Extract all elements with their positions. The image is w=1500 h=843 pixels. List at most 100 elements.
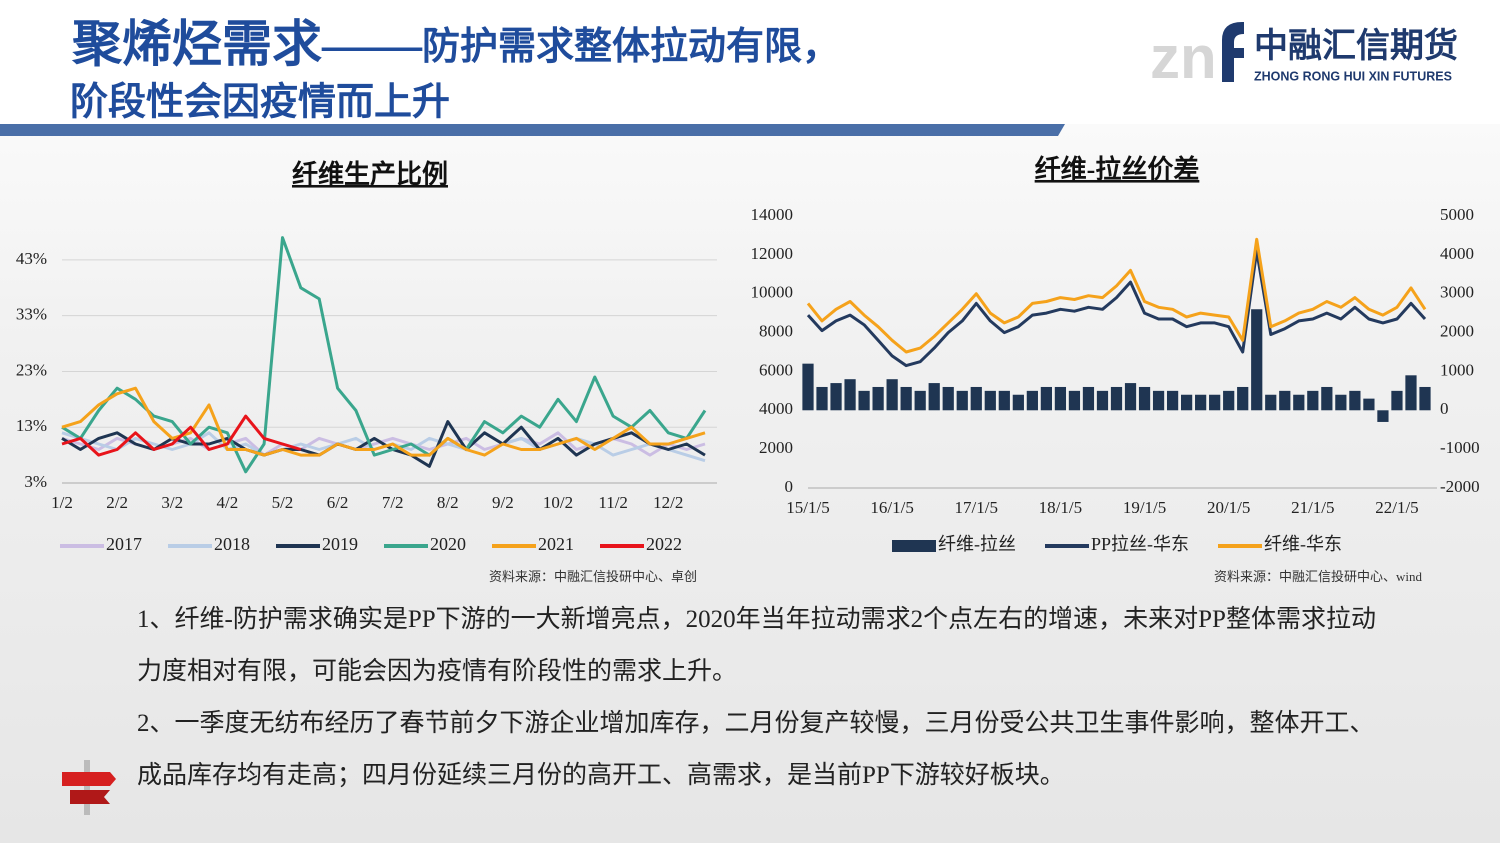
title-main: 聚烯烃需求——防护需求整体拉动有限， xyxy=(71,16,840,72)
x-tick-label: 10/2 xyxy=(543,493,573,512)
bar xyxy=(1293,394,1305,411)
logo-mark-grey: zn xyxy=(1150,24,1217,91)
bar xyxy=(1279,390,1291,411)
legend-label: 2020 xyxy=(430,534,466,554)
bar xyxy=(928,383,940,411)
bar xyxy=(900,386,912,411)
source-note: 资料来源：中融汇信投研中心、wind xyxy=(1214,569,1423,584)
bar xyxy=(1251,309,1263,411)
bar xyxy=(802,363,814,411)
header-stripe xyxy=(0,124,1065,136)
legend-swatch xyxy=(892,540,936,552)
bar xyxy=(872,386,884,411)
signpost-icon xyxy=(62,760,116,815)
y-tick-label: 13% xyxy=(16,416,47,435)
bar xyxy=(1096,390,1109,411)
x-tick-label: 2/2 xyxy=(106,493,128,512)
y-tick-label: 10000 xyxy=(751,283,794,302)
x-tick-label: 20/1/5 xyxy=(1207,498,1250,517)
bar xyxy=(1237,386,1249,411)
y-tick-label: 43% xyxy=(16,249,47,268)
series-line xyxy=(806,237,1427,354)
y2-tick-label: 5000 xyxy=(1440,205,1474,224)
bar xyxy=(1110,386,1123,411)
bar xyxy=(1124,383,1137,411)
bar xyxy=(1335,394,1347,411)
legend-label: 2017 xyxy=(106,534,142,554)
bar xyxy=(1349,390,1361,411)
bar xyxy=(1082,386,1095,411)
bar xyxy=(1321,386,1333,411)
paragraph: 1、纤维-防护需求确实是PP下游的一大新增亮点，2020年当年拉动需求2个点左右… xyxy=(137,606,1376,685)
y-tick-label: 23% xyxy=(16,360,47,379)
y2-tick-label: 2000 xyxy=(1440,321,1474,340)
y-tick-label: 6000 xyxy=(759,360,793,379)
y2-tick-label: 1000 xyxy=(1440,360,1474,379)
x-tick-label: 16/1/5 xyxy=(870,498,913,517)
x-tick-label: 18/1/5 xyxy=(1039,498,1082,517)
bar xyxy=(1012,394,1024,411)
bar xyxy=(830,383,842,411)
x-tick-label: 15/1/5 xyxy=(786,498,829,517)
y-tick-label: 33% xyxy=(16,305,47,324)
bar xyxy=(1391,390,1403,411)
chart-title: 纤维生产比例 xyxy=(292,159,448,189)
x-tick-label: 5/2 xyxy=(272,493,294,512)
series-line xyxy=(61,386,706,457)
series-line xyxy=(61,414,302,457)
chart-title: 纤维-拉丝价差 xyxy=(1035,154,1200,184)
y2-tick-label: 0 xyxy=(1440,399,1449,418)
title-sub-part: 防护需求整体拉动有限， xyxy=(422,26,840,68)
bar xyxy=(886,379,898,411)
bar xyxy=(1054,386,1067,411)
y2-tick-label: 4000 xyxy=(1440,244,1474,263)
series-line xyxy=(61,420,706,468)
bar xyxy=(1166,390,1179,411)
x-tick-label: 8/2 xyxy=(437,493,459,512)
x-tick-label: 21/1/5 xyxy=(1291,498,1334,517)
bar xyxy=(1363,398,1375,411)
bar xyxy=(1209,394,1221,411)
x-tick-label: 1/2 xyxy=(51,493,73,512)
y-tick-label: 0 xyxy=(785,477,794,496)
legend-label: 2021 xyxy=(538,534,574,554)
bar xyxy=(914,390,926,411)
bar xyxy=(998,390,1010,411)
bar xyxy=(1195,394,1207,411)
y-tick-label: 3% xyxy=(24,472,47,491)
header-bg xyxy=(0,0,1500,124)
bar xyxy=(1377,410,1389,422)
bar xyxy=(1307,390,1319,411)
y2-tick-label: -1000 xyxy=(1440,438,1480,457)
logo-name: 中融汇信期货 xyxy=(1254,27,1458,65)
legend-label: 纤维-华东 xyxy=(1264,534,1342,554)
legend-label: PP拉丝-华东 xyxy=(1091,534,1189,554)
bar xyxy=(858,390,870,411)
series-line xyxy=(61,236,707,474)
logo-mark xyxy=(1222,22,1244,82)
bar xyxy=(1040,386,1052,411)
bar xyxy=(984,390,996,411)
logo-subtitle: ZHONG RONG HUI XIN FUTURES xyxy=(1254,69,1452,83)
y-tick-label: 8000 xyxy=(759,321,793,340)
bar xyxy=(1068,390,1081,411)
x-tick-label: 19/1/5 xyxy=(1123,498,1166,517)
bar xyxy=(1405,375,1417,411)
x-tick-label: 7/2 xyxy=(382,493,404,512)
bar xyxy=(942,386,954,411)
y-tick-label: 12000 xyxy=(751,244,794,263)
bar xyxy=(956,390,968,411)
y2-tick-label: -2000 xyxy=(1440,477,1480,496)
legend-label: 2019 xyxy=(322,534,358,554)
x-tick-label: 3/2 xyxy=(161,493,183,512)
x-tick-label: 4/2 xyxy=(216,493,238,512)
title-main-part: 聚烯烃需求—— xyxy=(71,16,423,72)
paragraph: 2、一季度无纺布经历了春节前夕下游企业增加库存，二月份复产较慢，三月份受公共卫生… xyxy=(137,710,1375,789)
x-tick-label: 9/2 xyxy=(492,493,514,512)
bar xyxy=(844,379,856,411)
legend-label: 2022 xyxy=(646,534,682,554)
y-tick-label: 2000 xyxy=(759,438,793,457)
x-tick-label: 11/2 xyxy=(598,493,628,512)
